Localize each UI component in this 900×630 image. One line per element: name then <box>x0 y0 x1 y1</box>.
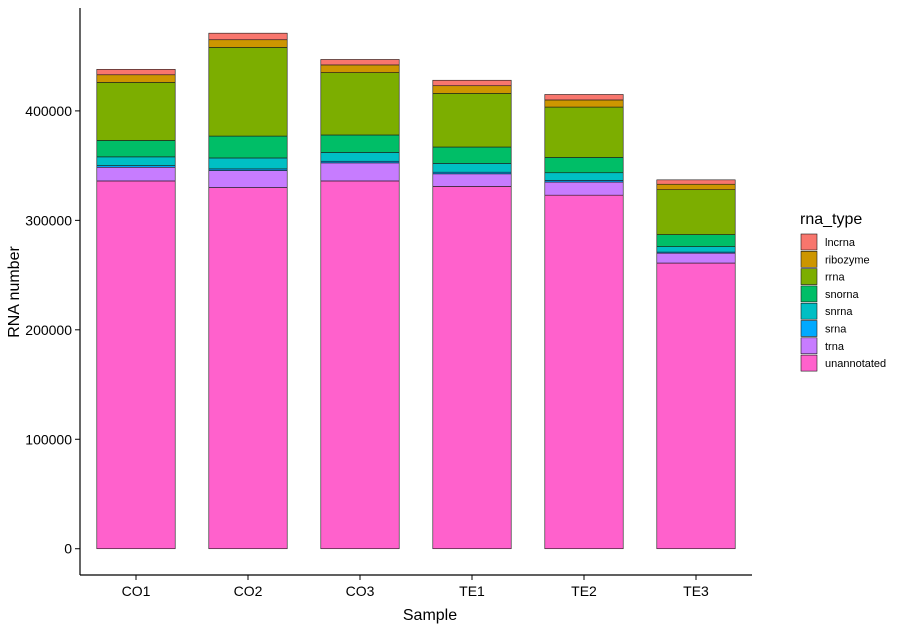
bar-segment-co1-lncrna <box>96 68 176 76</box>
bar-segment-te2-rrna <box>544 106 624 158</box>
bar-segment-co3-trna <box>320 162 400 182</box>
bar-segment-te3-snorna <box>656 234 736 247</box>
legend-key-snorna <box>800 285 818 303</box>
x-tick-label: CO3 <box>346 583 375 599</box>
bar-segment-co2-lncrna <box>208 32 288 41</box>
bar-segment-co1-unannotated <box>96 180 176 550</box>
legend: rna_type lncrna ribozyme rrna snorna snrna sr… <box>800 211 886 372</box>
bar-segment-co2-snorna <box>208 135 288 159</box>
bar-segment-te2-ribozyme <box>544 99 624 108</box>
y-axis-title: RNA number <box>6 246 23 338</box>
y-tick-label: 100000 <box>25 431 72 447</box>
y-tick-label: 300000 <box>25 212 72 228</box>
bar-segment-te1-ribozyme <box>432 85 512 94</box>
bar-segment-te3-trna <box>656 252 736 264</box>
bar-segment-te2-unannotated <box>544 194 624 550</box>
legend-label-ribozyme: ribozyme <box>825 254 870 266</box>
bar-segment-co1-snorna <box>96 140 176 158</box>
legend-title: rna_type <box>800 211 862 228</box>
legend-label-rrna: rrna <box>825 272 845 284</box>
bar-segment-te1-lncrna <box>432 79 512 87</box>
x-tick-label: CO1 <box>122 583 151 599</box>
legend-label-unannotated: unannotated <box>825 358 886 370</box>
x-axis: CO1 CO2 CO3 TE1 TE2 TE3 <box>80 574 752 599</box>
legend-key-rrna <box>800 268 818 285</box>
bar-segment-co2-snrna <box>208 157 288 170</box>
bar-segment-te2-snorna <box>544 157 624 174</box>
bar-segment-co3-rrna <box>320 72 400 136</box>
bar-segment-te2-trna <box>544 181 624 196</box>
y-axis: 0 100000 200000 300000 400000 <box>25 8 81 575</box>
legend-label-snorna: snorna <box>825 289 860 301</box>
x-tick-label: TE2 <box>571 583 597 599</box>
bar-segment-co2-unannotated <box>208 187 288 550</box>
legend-key-unannotated <box>800 354 818 372</box>
bar-segment-te1-snrna <box>432 163 512 173</box>
bar-segment-co1-snrna <box>96 156 176 166</box>
legend-label-srna: srna <box>825 324 847 336</box>
bar-segment-co3-unannotated <box>320 180 400 550</box>
y-tick-label: 200000 <box>25 322 72 338</box>
bar-segment-te1-snorna <box>432 146 512 164</box>
bar-segment-co2-trna <box>208 170 288 188</box>
x-tick-label: TE1 <box>459 583 485 599</box>
legend-label-lncrna: lncrna <box>825 237 856 249</box>
x-axis-title: Sample <box>403 607 457 624</box>
legend-key-ribozyme <box>800 251 818 268</box>
bars-group <box>96 32 736 550</box>
bar-segment-te3-unannotated <box>656 262 736 550</box>
bar-segment-co2-rrna <box>208 47 288 137</box>
legend-key-snrna <box>800 302 818 320</box>
x-tick-label: CO2 <box>234 583 263 599</box>
y-tick-label: 400000 <box>25 103 72 119</box>
bar-segment-te1-unannotated <box>432 186 512 550</box>
y-tick-label: 0 <box>64 541 72 557</box>
bar-segment-te3-lncrna <box>656 179 736 185</box>
x-tick-label: TE3 <box>683 583 709 599</box>
bar-segment-te3-ribozyme <box>656 183 736 191</box>
bar-segment-te3-rrna <box>656 189 736 235</box>
legend-key-srna <box>800 320 818 337</box>
legend-key-lncrna <box>800 233 818 251</box>
bar-segment-te2-lncrna <box>544 94 624 101</box>
bar-segment-te1-rrna <box>432 93 512 148</box>
bar-segment-co1-ribozyme <box>96 74 176 83</box>
bar-segment-te1-trna <box>432 173 512 187</box>
legend-label-snrna: snrna <box>825 306 853 318</box>
bar-segment-te2-snrna <box>544 172 624 181</box>
bar-segment-co2-ribozyme <box>208 39 288 48</box>
bar-segment-co3-snorna <box>320 134 400 153</box>
bar-segment-co1-rrna <box>96 82 176 141</box>
bar-segment-te3-snrna <box>656 246 736 253</box>
bar-segment-co3-lncrna <box>320 59 400 66</box>
legend-label-trna: trna <box>825 341 845 353</box>
bar-segment-co3-ribozyme <box>320 64 400 73</box>
bar-segment-co3-snrna <box>320 152 400 162</box>
legend-key-trna <box>800 337 818 355</box>
bar-segment-co1-trna <box>96 166 176 182</box>
